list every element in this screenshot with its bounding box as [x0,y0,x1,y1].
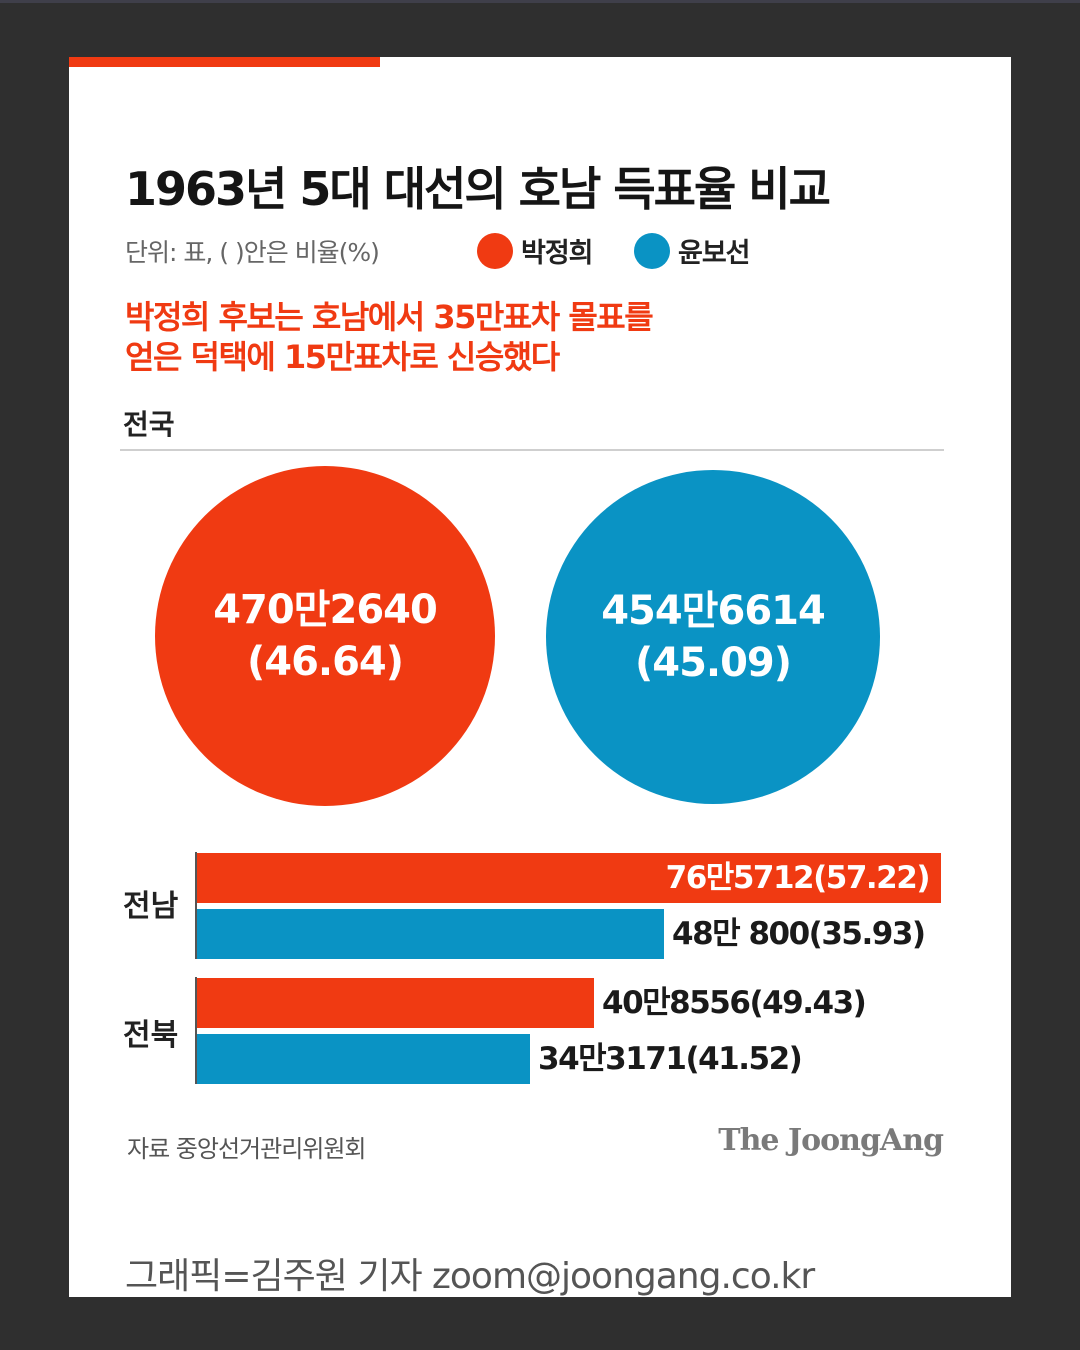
bar-label-jeonbuk-yun: 34만3171(41.52) [538,1041,803,1077]
national-park-votes: 470만2640 [213,587,438,633]
window-top-border [0,0,1080,3]
national-park-percent: (46.64) [246,639,404,685]
legend-item-yun: 윤보선 [634,231,751,270]
legend-label-yun: 윤보선 [678,238,751,269]
section-divider [120,449,944,451]
source-note: 자료 중앙선거관리위원회 [127,1135,367,1163]
legend-dot-yun [634,232,670,269]
unit-note: 단위: 표, ( )안은 비율(%) [125,238,380,267]
national-yun-percent: (45.09) [634,640,792,686]
accent-bar [69,57,380,67]
bar-label-jeonnam-yun: 48만 800(35.93) [672,916,926,952]
national-yun-votes: 454만6614 [601,588,826,634]
subtitle-line-1: 박정희 후보는 호남에서 35만표차 몰표를 [125,298,654,336]
bar-jeonnam-yun [197,909,664,959]
national-circle-park: 470만2640 (46.64) [155,466,495,806]
bar-label-jeonnam-park: 76만5712(57.22) [665,860,931,896]
axis-line-jeonnam [195,852,197,959]
bar-label-jeonbuk-park: 40만8556(49.43) [602,985,867,1021]
subtitle-line-2: 얻은 덕택에 15만표차로 신승했다 [125,338,560,376]
graphic-credit: 그래픽=김주원 기자 zoom@joongang.co.kr [125,1256,815,1297]
chart-title: 1963년 5대 대선의 호남 득표율 비교 [125,162,831,216]
region-label-jeonnam: 전남 [123,889,179,924]
bar-jeonbuk-park [197,978,594,1028]
infographic-card: 1963년 5대 대선의 호남 득표율 비교 단위: 표, ( )안은 비율(%… [69,57,1011,1297]
bar-jeonbuk-yun [197,1034,530,1084]
national-circle-yun: 454만6614 (45.09) [546,470,880,804]
national-label: 전국 [123,408,175,441]
subtitle: 박정희 후보는 호남에서 35만표차 몰표를 얻은 덕택에 15만표차로 신승했… [125,297,745,377]
brand-logo: The JoongAng [718,1123,944,1158]
legend-item-park: 박정희 [477,231,594,270]
legend-label-park: 박정희 [521,238,594,269]
region-label-jeonbuk: 전북 [123,1018,179,1053]
axis-line-jeonbuk [195,977,197,1084]
legend-dot-park [477,232,513,269]
bar-jeonnam-park [197,853,941,903]
